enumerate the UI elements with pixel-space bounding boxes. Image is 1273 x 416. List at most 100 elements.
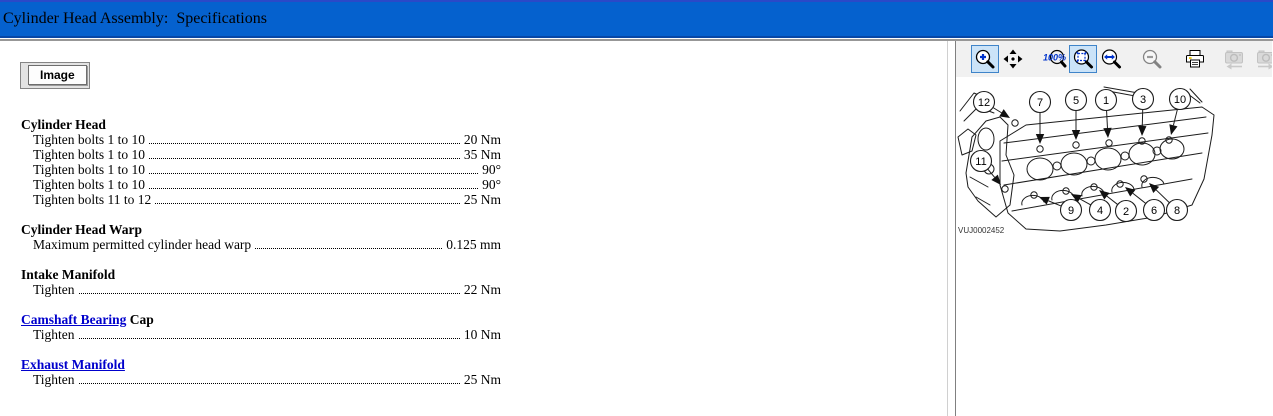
callout-number-4: 4 <box>1097 205 1103 217</box>
dot-leader <box>149 143 460 144</box>
spec-label: Tighten <box>33 372 75 387</box>
title-bar: Cylinder Head Assembly: Specifications <box>0 0 1273 38</box>
callout-number-5: 5 <box>1073 95 1079 107</box>
callout-circle-4 <box>1088 198 1112 222</box>
spec-label: Tighten <box>33 282 75 297</box>
zoom-out-button[interactable] <box>1138 45 1166 73</box>
spec-row: Tighten bolts 1 to 10 35 Nm <box>21 147 501 162</box>
spec-heading: Intake Manifold <box>21 267 501 282</box>
image-toolbar: 100% <box>956 41 1272 77</box>
spec-value: 90° <box>482 177 501 192</box>
spec-value: 20 Nm <box>463 132 501 147</box>
print-icon <box>1186 50 1204 68</box>
next-image-button[interactable] <box>1252 45 1272 73</box>
dot-leader <box>255 248 443 249</box>
zoom-in-button[interactable] <box>971 45 999 73</box>
next-image-icon <box>1257 50 1272 70</box>
bolt-callouts: 12 7 5 1 3 10 11 9 4 2 6 8 <box>969 87 1192 223</box>
dot-leader <box>78 383 460 384</box>
fit-to-width-button[interactable] <box>1097 45 1125 73</box>
previous-image-icon <box>1225 50 1243 70</box>
spec-sections: Cylinder Head Tighten bolts 1 to 10 20 Nm T… <box>21 117 501 387</box>
callout-circle-3 <box>1131 87 1155 111</box>
callout-number-3: 3 <box>1140 94 1146 106</box>
spec-label: Tighten bolts 11 to 12 <box>33 192 152 207</box>
divider <box>0 38 1273 39</box>
spec-heading: Exhaust Manifold <box>21 357 501 372</box>
callout-number-12: 12 <box>978 97 990 109</box>
callout-number-2: 2 <box>1123 206 1129 218</box>
panel-splitter[interactable] <box>948 41 955 416</box>
spec-label: Tighten <box>33 327 75 342</box>
callout-circle-5 <box>1064 88 1088 112</box>
print-button[interactable] <box>1181 45 1209 73</box>
spec-heading-text: Cylinder Head Warp <box>21 222 143 237</box>
fit-to-window-button[interactable] <box>1069 45 1097 73</box>
spec-label: Tighten bolts 1 to 10 <box>33 132 146 147</box>
pan-button[interactable] <box>999 45 1027 73</box>
spec-section: Exhaust Manifold Tighten 25 Nm <box>21 357 501 387</box>
spec-label: Tighten bolts 1 to 10 <box>33 177 146 192</box>
spec-value: 90° <box>482 162 501 177</box>
zoom-100-button[interactable]: 100% <box>1041 45 1069 73</box>
spec-section: Cylinder Head Warp Maximum permitted cyli… <box>21 222 501 252</box>
spec-value: 0.125 mm <box>446 237 501 252</box>
spec-value: 10 Nm <box>463 327 501 342</box>
spec-heading-link[interactable]: Exhaust Manifold <box>21 357 125 372</box>
spec-row: Tighten 10 Nm <box>21 327 501 342</box>
cylinder-head-diagram: 12 7 5 1 3 10 11 9 4 2 6 8 VUJ0002452 <box>957 86 1215 235</box>
spec-heading-link[interactable]: Camshaft Bearing <box>21 312 127 327</box>
callout-circle-2 <box>1114 199 1138 223</box>
spec-heading: Cylinder Head <box>21 117 501 132</box>
spec-heading-text: Cap <box>126 312 154 327</box>
dot-leader <box>149 173 479 174</box>
callout-circle-1 <box>1094 88 1118 112</box>
spec-value: 25 Nm <box>463 192 501 207</box>
fit-to-window-icon <box>1073 49 1093 69</box>
spec-heading: Camshaft Bearing Cap <box>21 312 501 327</box>
callout-number-8: 8 <box>1174 205 1180 217</box>
zoom-100-icon: 100% <box>1043 49 1067 68</box>
spec-value: 35 Nm <box>463 147 501 162</box>
image-button[interactable]: Image <box>28 65 87 85</box>
image-area[interactable]: 12 7 5 1 3 10 11 9 4 2 6 8 VUJ0002452 <box>956 77 1272 239</box>
callout-number-11: 11 <box>975 156 986 168</box>
fit-to-width-icon <box>1101 49 1121 69</box>
spec-section: Camshaft Bearing Cap Tighten 10 Nm <box>21 312 501 342</box>
spec-row: Maximum permitted cylinder head warp 0.12… <box>21 237 501 252</box>
svg-text:100%: 100% <box>1043 53 1066 63</box>
callout-number-10: 10 <box>1174 94 1186 106</box>
dot-leader <box>149 188 479 189</box>
spec-label: Tighten bolts 1 to 10 <box>33 162 146 177</box>
spec-value: 22 Nm <box>463 282 501 297</box>
spec-row: Tighten 22 Nm <box>21 282 501 297</box>
callout-number-7: 7 <box>1037 97 1043 109</box>
previous-image-button[interactable] <box>1220 45 1248 73</box>
callout-number-6: 6 <box>1151 205 1157 217</box>
page-title: Cylinder Head Assembly: Specifications <box>3 10 267 27</box>
spec-label: Tighten bolts 1 to 10 <box>33 147 146 162</box>
pan-icon <box>1003 49 1023 69</box>
spec-row: Tighten bolts 1 to 10 20 Nm <box>21 132 501 147</box>
callout-circle-12 <box>972 90 996 114</box>
dot-leader <box>155 203 460 204</box>
callout-circle-11 <box>969 149 993 173</box>
dot-leader <box>78 293 460 294</box>
spec-row: Tighten bolts 11 to 12 25 Nm <box>21 192 501 207</box>
spec-heading-text: Cylinder Head <box>21 117 106 132</box>
image-viewer-panel: 100% <box>955 41 1272 416</box>
spec-row: Tighten 25 Nm <box>21 372 501 387</box>
spec-value: 25 Nm <box>463 372 501 387</box>
callout-circle-7 <box>1028 90 1052 114</box>
spec-label: Maximum permitted cylinder head warp <box>33 237 252 252</box>
spec-row: Tighten bolts 1 to 10 90° <box>21 162 501 177</box>
spec-row: Tighten bolts 1 to 10 90° <box>21 177 501 192</box>
image-button-frame: Image <box>20 62 90 89</box>
callout-circle-10 <box>1168 87 1192 111</box>
divider <box>0 39 1273 41</box>
spec-heading: Cylinder Head Warp <box>21 222 501 237</box>
specifications-panel: Image Cylinder Head Tighten bolts 1 to 10… <box>0 41 948 416</box>
callout-circle-6 <box>1142 198 1166 222</box>
figure-label: VUJ0002452 <box>958 226 1005 235</box>
